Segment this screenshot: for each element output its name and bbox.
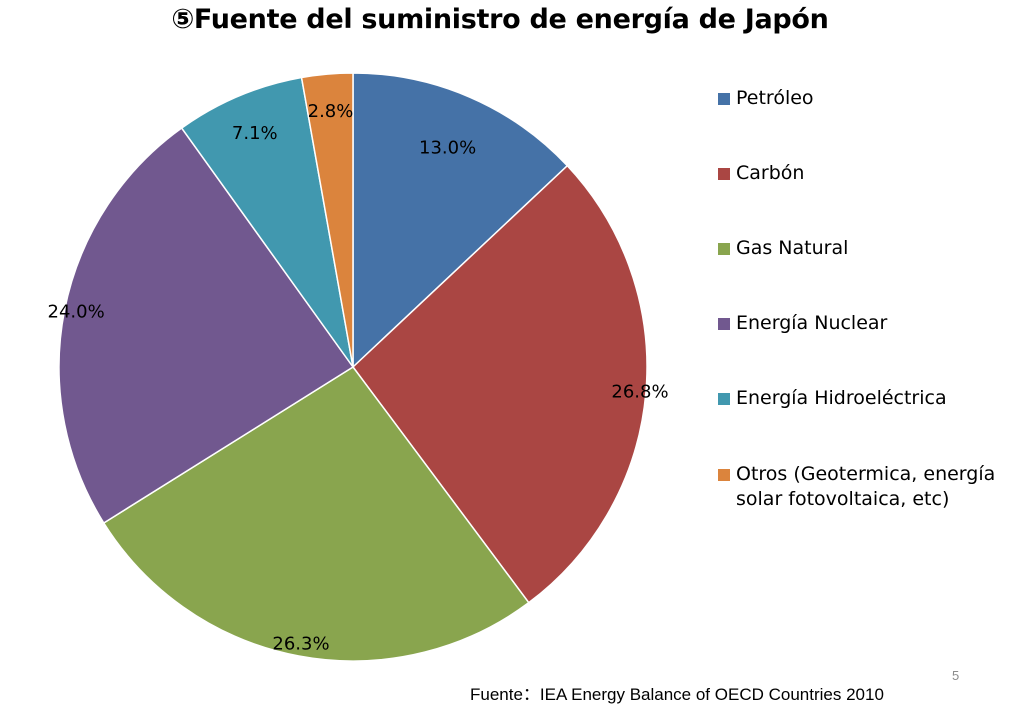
legend-item-energia-nuclear: Energía Nuclear <box>718 311 1008 336</box>
legend-item-carbon: Carbón <box>718 161 1008 186</box>
legend-swatch <box>718 318 730 330</box>
pie-slice-1 <box>352 72 569 369</box>
pie-labels: 13.0% 26.8% 26.3% 24.0% 7.1% 2.8% <box>48 101 669 654</box>
legend-item-otros: Otros (Geotermica, energía solar fotovol… <box>718 462 1008 512</box>
pie-slice-label: 7.1% <box>232 123 278 144</box>
pie-slices <box>58 72 648 662</box>
pie-slice-6 <box>300 72 354 368</box>
chart-title: ⑤Fuente del suministro de energía de Jap… <box>171 4 829 35</box>
legend-swatch <box>718 469 730 481</box>
legend-swatch <box>718 243 730 255</box>
pie-chart: 13.0% 26.8% 26.3% 24.0% 7.1% 2.8% <box>48 72 669 662</box>
page-number: 5 <box>952 668 960 683</box>
source-note: Fuente：IEA Energy Balance of OECD Countr… <box>470 685 884 704</box>
legend-label: Petróleo <box>736 87 814 109</box>
legend-label: Otros (Geotermica, energía solar fotovol… <box>736 463 996 510</box>
legend-swatch <box>718 168 730 180</box>
pie-slice-2 <box>351 164 648 604</box>
pie-slice-label: 2.8% <box>308 101 354 122</box>
legend-item-petroleo: Petróleo <box>718 86 1008 111</box>
pie-slice-5 <box>180 76 354 368</box>
legend-label: Gas Natural <box>736 237 849 259</box>
pie-slice-label: 13.0% <box>419 137 476 158</box>
pie-slice-label: 26.8% <box>611 381 668 402</box>
pie-slice-4 <box>58 127 355 525</box>
pie-slice-label: 26.3% <box>272 633 329 654</box>
pie-slice-3 <box>102 365 530 662</box>
legend-label: Energía Hidroeléctrica <box>736 387 947 409</box>
legend-swatch <box>718 393 730 405</box>
pie-slice-label: 24.0% <box>48 301 105 322</box>
legend-item-gas-natural: Gas Natural <box>718 236 1008 261</box>
legend-item-energia-hidroelectrica: Energía Hidroeléctrica <box>718 386 1008 411</box>
legend-label: Carbón <box>736 162 805 184</box>
legend-swatch <box>718 93 730 105</box>
legend-label: Energía Nuclear <box>736 312 888 334</box>
